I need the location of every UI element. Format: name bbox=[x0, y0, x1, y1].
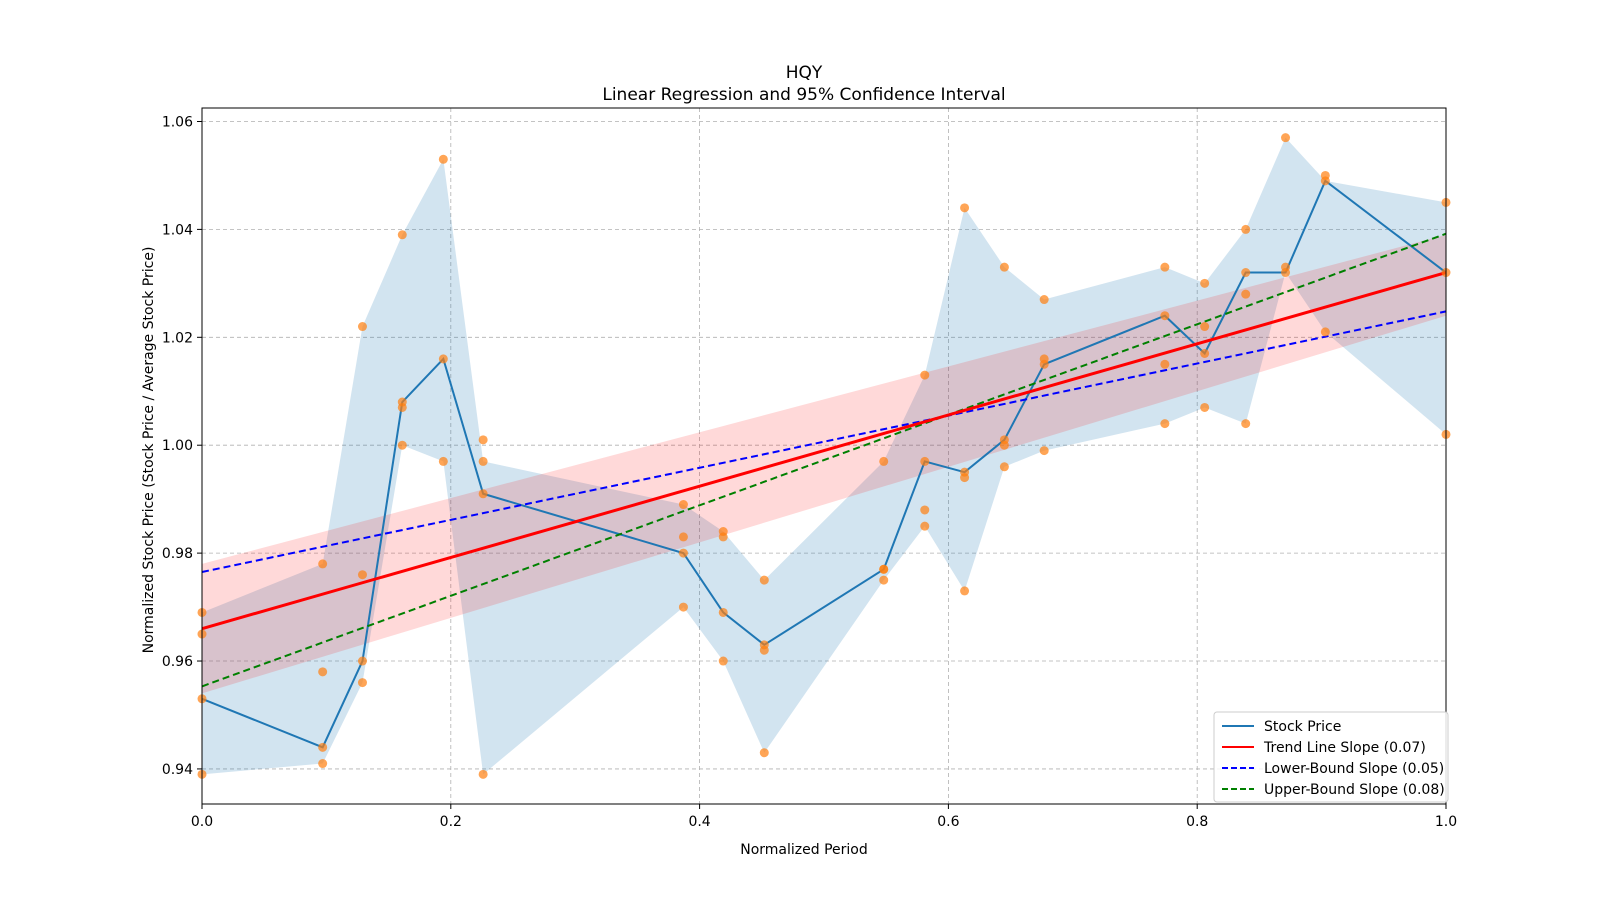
trend-line bbox=[201, 271, 1447, 631]
y-tick-label: 0.98 bbox=[162, 546, 193, 562]
scatter-point bbox=[678, 548, 688, 558]
y-tick-label: 1.04 bbox=[162, 222, 193, 238]
scatter-point bbox=[759, 645, 769, 655]
scatter-point bbox=[920, 521, 930, 531]
scatter-point bbox=[920, 370, 930, 380]
scatter-point bbox=[999, 462, 1009, 472]
scatter-point bbox=[1200, 348, 1210, 358]
scatter-point bbox=[920, 456, 930, 466]
data-points bbox=[197, 133, 1451, 779]
upper-bound-line bbox=[201, 232, 1447, 688]
scatter-point bbox=[478, 456, 488, 466]
scatter-point bbox=[1241, 268, 1251, 278]
legend-label-trend-line: Trend Line Slope (0.07) bbox=[1263, 740, 1426, 756]
series-lines bbox=[201, 179, 1447, 749]
x-tick-label: 0.0 bbox=[191, 814, 213, 830]
plot-frame bbox=[201, 107, 1447, 805]
scatter-point bbox=[960, 473, 970, 483]
scatter-point bbox=[1160, 359, 1170, 369]
scatter-point bbox=[999, 440, 1009, 450]
scatter-point bbox=[1039, 359, 1049, 369]
scatter-point bbox=[1160, 262, 1170, 272]
scatter-point bbox=[759, 575, 769, 585]
legend-box bbox=[1213, 711, 1449, 803]
scatter-point bbox=[318, 759, 328, 769]
scatter-point bbox=[960, 586, 970, 596]
scatter-point bbox=[1039, 446, 1049, 456]
legend-label-upper-bound: Upper-Bound Slope (0.08) bbox=[1264, 782, 1445, 798]
scatter-point bbox=[357, 656, 367, 666]
scatter-point bbox=[1241, 419, 1251, 429]
scatter-point bbox=[1281, 268, 1291, 278]
scatter-point bbox=[1039, 295, 1049, 305]
scatter-point bbox=[357, 322, 367, 332]
scatter-point bbox=[960, 203, 970, 213]
scatter-point bbox=[1160, 311, 1170, 321]
scatter-point bbox=[678, 532, 688, 542]
scatter-point bbox=[397, 402, 407, 412]
y-tick-label: 1.06 bbox=[162, 114, 193, 130]
scatter-point bbox=[999, 262, 1009, 272]
scatter-point bbox=[678, 500, 688, 510]
legend-label-lower-bound: Lower-Bound Slope (0.05) bbox=[1264, 761, 1444, 777]
scatter-point bbox=[1281, 133, 1291, 143]
y-tick-label: 1.02 bbox=[162, 330, 193, 346]
x-tick-label: 0.8 bbox=[1186, 814, 1208, 830]
legend-label-stock-price: Stock Price bbox=[1264, 719, 1341, 735]
scatter-point bbox=[357, 570, 367, 580]
y-axis-label: Normalized Stock Price (Stock Price / Av… bbox=[141, 247, 157, 654]
scatter-point bbox=[1241, 289, 1251, 299]
scatter-point bbox=[718, 607, 728, 617]
scatter-point bbox=[678, 602, 688, 612]
y-tick-label: 1.00 bbox=[162, 438, 193, 454]
legend: Stock Price Trend Line Slope (0.07) Lowe… bbox=[1213, 711, 1449, 803]
scatter-point bbox=[879, 564, 889, 574]
trend-confidence-band bbox=[202, 234, 1446, 694]
scatter-point bbox=[1320, 327, 1330, 337]
scatter-point bbox=[879, 575, 889, 585]
x-tick-label: 1.0 bbox=[1435, 814, 1457, 830]
scatter-point bbox=[357, 678, 367, 688]
scatter-point bbox=[478, 489, 488, 499]
y-tick-label: 0.94 bbox=[162, 762, 193, 778]
x-tick-label: 0.2 bbox=[440, 814, 462, 830]
scatter-point bbox=[1200, 322, 1210, 332]
scatter-point bbox=[718, 656, 728, 666]
scatter-point bbox=[318, 667, 328, 677]
stock-price-band-area bbox=[202, 137, 1446, 775]
x-axis-label: Normalized Period bbox=[740, 842, 868, 858]
scatter-point bbox=[397, 230, 407, 240]
scatter-point bbox=[397, 440, 407, 450]
scatter-point bbox=[718, 532, 728, 542]
scatter-point bbox=[478, 769, 488, 779]
scatter-point bbox=[438, 456, 448, 466]
scatter-point bbox=[879, 456, 889, 466]
chart-subtitle: Linear Regression and 95% Confidence Int… bbox=[602, 85, 1005, 105]
scatter-point bbox=[438, 354, 448, 364]
scatter-point bbox=[1160, 419, 1170, 429]
scatter-point bbox=[759, 748, 769, 758]
chart-title: HQY bbox=[786, 63, 823, 83]
x-tick-label: 0.4 bbox=[688, 814, 710, 830]
stock-price-line bbox=[201, 179, 1447, 749]
x-tick-label: 0.6 bbox=[937, 814, 959, 830]
axes bbox=[197, 107, 1447, 809]
trend-ci-area bbox=[202, 234, 1446, 694]
scatter-point bbox=[1200, 402, 1210, 412]
stock-price-band bbox=[202, 137, 1446, 775]
scatter-point bbox=[318, 742, 328, 752]
scatter-point bbox=[478, 435, 488, 445]
scatter-point bbox=[1200, 278, 1210, 288]
scatter-point bbox=[1320, 176, 1330, 186]
tick-labels: 0.0 0.2 0.4 0.6 0.8 1.0 0.94 0.96 0.98 1.00 1.02 1.… bbox=[162, 114, 1457, 830]
scatter-point bbox=[438, 154, 448, 164]
scatter-point bbox=[1241, 224, 1251, 234]
y-tick-label: 0.96 bbox=[162, 654, 193, 670]
lower-bound-line bbox=[201, 310, 1447, 573]
scatter-point bbox=[318, 559, 328, 569]
scatter-point bbox=[920, 505, 930, 515]
